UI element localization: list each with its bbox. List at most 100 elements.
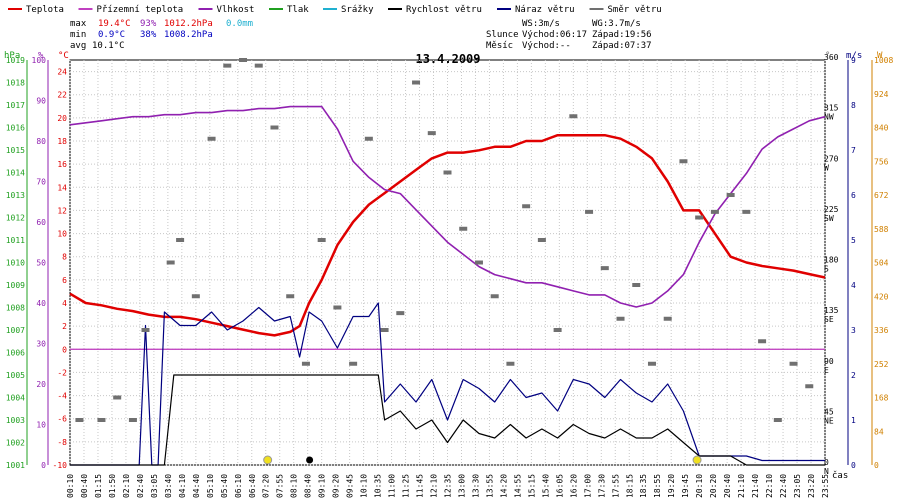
x-tick-30: 13:55 [485,474,494,498]
pressure-tick-1015: 1015 [6,146,25,155]
pressure-tick-1008: 1008 [6,304,25,313]
x-tick-14: 07:20 [262,474,271,498]
moon-label: Měsíc [486,41,513,51]
humidity-tick-70: 70 [36,178,46,187]
x-tick-3: 01:50 [108,474,117,498]
wind-w-tick-756: 756 [874,157,889,166]
x-tick-9: 04:40 [192,474,201,498]
humidity-tick-80: 80 [36,137,46,146]
x-tick-6: 03:05 [150,474,159,498]
wind-dir-point [710,209,719,214]
wind-w-tick-336: 336 [874,326,889,335]
temp-tick--8: -8 [57,438,67,447]
dir-label-135: SE [824,315,834,324]
legend-label-4: Srážky [341,5,374,15]
dir-label-0: N [824,467,829,476]
wind-dir-point [726,193,735,197]
pressure-tick-1004: 1004 [6,394,25,403]
x-tick-28: 13:00 [457,474,466,498]
x-tick-5: 02:40 [136,474,145,498]
wind-w-tick-588: 588 [874,225,889,234]
pressure-tick-1003: 1003 [6,416,25,425]
x-tick-50: 22:10 [765,474,774,498]
wind-dir-point [490,294,499,299]
x-tick-19: 09:20 [332,474,341,498]
x-tick-34: 15:40 [541,474,550,498]
wind-dir-point [97,418,106,422]
wind-ms-tick-6: 6 [851,191,856,200]
dir-tick-90: 90 [824,357,834,366]
wind-dir-point [427,131,436,136]
x-tick-37: 17:00 [583,474,592,498]
pressure-tick-1012: 1012 [6,214,25,223]
sun-moon-block: WS:3m/s WG:3.7m/s Slunce Východ:06:17 Zá… [486,19,652,51]
pressure-tick-1016: 1016 [6,124,25,133]
min-humidity: 38% [140,30,157,40]
humidity-tick-100: 100 [32,56,47,65]
dir-label-90: E [824,366,829,375]
x-tick-21: 10:10 [360,474,369,498]
legend-label-5: Rychlost větru [406,5,482,15]
series-rychlost-v-tru [70,374,825,466]
x-tick-17: 08:40 [304,474,313,498]
avg-label: avg [70,41,86,51]
wind-dir-point [600,266,609,271]
wind-gust-info: WG:3.7m/s [592,19,641,29]
x-tick-41: 18:35 [639,474,648,498]
sunset: Západ:19:56 [592,30,652,40]
series-teplota [69,133,826,337]
x-tick-53: 23:20 [807,474,816,498]
temp-tick-8: 8 [62,253,67,262]
x-tick-20: 09:45 [346,474,355,498]
wind-w-tick-84: 84 [874,427,884,436]
sun-label: Slunce [486,30,519,40]
wind-w-unit: W [877,51,883,61]
wind-dir-point [254,63,263,68]
legend: Teplota Přízemní teplota Vlhkost Tlak Srážky… [8,5,662,15]
dir-tick-0: 0 [824,458,829,467]
temp-tick-0: 0 [62,345,67,354]
x-tick-44: 19:45 [681,474,690,498]
x-tick-46: 20:20 [709,474,718,498]
dir-unit: ° [825,51,830,61]
x-tick-31: 14:20 [499,474,508,498]
wind-dir-point [758,339,767,344]
pressure-tick-1014: 1014 [6,169,25,178]
pressure-tick-1017: 1017 [6,101,25,110]
pressure-tick-1002: 1002 [6,439,25,448]
wind-ms-tick-9: 9 [851,56,856,65]
wind-dir-point [166,260,175,265]
dir-tick-360: 360 [824,53,839,62]
x-tick-52: 23:05 [793,474,802,498]
max-pressure: 1012.2hPa [164,19,213,29]
wind-dir-point [380,328,389,332]
dir-tick-135: 135 [824,306,839,315]
x-tick-29: 13:30 [471,474,480,498]
x-tick-25: 11:45 [416,474,425,498]
pressure-tick-1006: 1006 [6,349,25,358]
max-label: max [70,19,87,29]
x-tick-51: 22:40 [779,474,788,498]
wind-dir-point [742,209,751,214]
wind-ms-tick-8: 8 [851,101,856,110]
temp-tick-12: 12 [57,206,67,215]
wind-dir-point [585,209,594,214]
wind-dir-point [141,328,150,332]
humidity-tick-30: 30 [36,340,46,349]
wind-ms-tick-2: 2 [851,371,856,380]
wind-dir-point [207,136,216,141]
dir-label-315: NW [824,113,834,122]
wind-dir-point [412,80,421,85]
wind-dir-point [113,395,122,400]
x-tick-4: 02:10 [122,474,131,498]
legend-label-1: Přízemní teplota [97,5,184,15]
temp-tick-24: 24 [57,68,67,77]
pressure-tick-1018: 1018 [6,79,25,88]
temp-tick--10: -10 [53,461,68,470]
x-tick-13: 06:40 [248,474,257,498]
wind-dir-point [333,305,342,310]
legend-label-0: Teplota [26,5,64,15]
wind-dir-point [789,361,798,366]
dir-label-225: SW [824,214,834,223]
